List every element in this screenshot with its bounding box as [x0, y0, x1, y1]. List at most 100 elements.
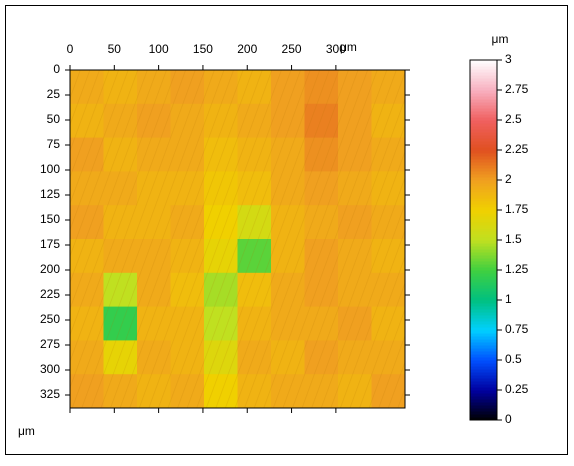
texture: [70, 70, 405, 408]
colorbar-slice: [470, 411, 497, 415]
colorbar-slice: [470, 372, 497, 376]
y-tick-label: 275: [40, 337, 60, 351]
colorbar-slice: [470, 129, 497, 133]
y-axis-label: μm: [18, 424, 35, 438]
colorbar-slice: [470, 183, 497, 187]
colorbar-slice: [470, 378, 497, 382]
colorbar-slice: [470, 180, 497, 184]
colorbar-slice: [470, 213, 497, 217]
colorbar-slice: [470, 375, 497, 379]
colorbar-slice: [470, 381, 497, 385]
colorbar-slice: [470, 237, 497, 241]
colorbar-slice: [470, 333, 497, 337]
colorbar-slice: [470, 186, 497, 190]
colorbar-slice: [470, 252, 497, 256]
colorbar-slice: [470, 309, 497, 313]
x-tick-label: 0: [67, 42, 74, 56]
colorbar-slice: [470, 354, 497, 358]
y-tick-label: 150: [40, 212, 60, 226]
colorbar-slice: [470, 327, 497, 331]
colorbar-slice: [470, 132, 497, 136]
colorbar-tick-label: 2.75: [505, 82, 529, 96]
colorbar-slice: [470, 168, 497, 172]
colorbar-slice: [470, 390, 497, 394]
colorbar-tick-label: 3: [505, 52, 512, 66]
colorbar-slice: [470, 405, 497, 409]
colorbar-tick-label: 0.5: [505, 352, 522, 366]
colorbar-slice: [470, 285, 497, 289]
colorbar-slice: [470, 162, 497, 166]
colorbar-slice: [470, 153, 497, 157]
colorbar-slice: [470, 231, 497, 235]
colorbar-slice: [470, 303, 497, 307]
colorbar-slice: [470, 195, 497, 199]
colorbar-slice: [470, 90, 497, 94]
colorbar-slice: [470, 324, 497, 328]
colorbar-slice: [470, 282, 497, 286]
x-axis-label: μm: [340, 40, 357, 54]
colorbar-slice: [470, 318, 497, 322]
colorbar-slice: [470, 177, 497, 181]
colorbar-slice: [470, 192, 497, 196]
colorbar-slice: [470, 81, 497, 85]
colorbar-slice: [470, 357, 497, 361]
y-tick-label: 200: [40, 262, 60, 276]
colorbar-slice: [470, 342, 497, 346]
y-tick-label: 300: [40, 362, 60, 376]
y-tick-label: 75: [47, 137, 61, 151]
colorbar-slice: [470, 387, 497, 391]
colorbar-slice: [470, 87, 497, 91]
colorbar-slice: [470, 159, 497, 163]
colorbar-slice: [470, 366, 497, 370]
colorbar-slice: [470, 198, 497, 202]
colorbar-slice: [470, 312, 497, 316]
colorbar-slice: [470, 60, 497, 64]
colorbar-tick-label: 1.75: [505, 202, 529, 216]
colorbar-slice: [470, 330, 497, 334]
colorbar-slice: [470, 78, 497, 82]
y-tick-label: 225: [40, 287, 60, 301]
colorbar-slice: [470, 402, 497, 406]
colorbar-slice: [470, 336, 497, 340]
x-tick-label: 50: [108, 42, 122, 56]
colorbar-slice: [470, 339, 497, 343]
colorbar-slice: [470, 117, 497, 121]
colorbar-slice: [470, 294, 497, 298]
colorbar-slice: [470, 189, 497, 193]
colorbar-slice: [470, 99, 497, 103]
colorbar-slice: [470, 255, 497, 259]
colorbar-slice: [470, 156, 497, 160]
colorbar-slice: [470, 93, 497, 97]
colorbar-slice: [470, 108, 497, 112]
colorbar-slice: [470, 207, 497, 211]
colorbar-slice: [470, 135, 497, 139]
colorbar-tick-label: 1: [505, 292, 512, 306]
colorbar-label: μm: [492, 32, 509, 46]
x-tick-label: 100: [149, 42, 169, 56]
colorbar-slice: [470, 102, 497, 106]
colorbar-slice: [470, 315, 497, 319]
colorbar-tick-label: 2: [505, 172, 512, 186]
colorbar-slice: [470, 393, 497, 397]
colorbar-slice: [470, 261, 497, 265]
colorbar-slice: [470, 66, 497, 70]
x-tick-label: 200: [237, 42, 257, 56]
colorbar-slice: [470, 225, 497, 229]
x-tick-label: 300: [326, 42, 346, 56]
colorbar-slice: [470, 417, 497, 421]
x-tick-label: 250: [282, 42, 302, 56]
colorbar-slice: [470, 165, 497, 169]
y-tick-label: 325: [40, 387, 60, 401]
colorbar-slice: [470, 396, 497, 400]
colorbar-slice: [470, 105, 497, 109]
colorbar-slice: [470, 138, 497, 142]
colorbar-slice: [470, 69, 497, 73]
colorbar-slice: [470, 228, 497, 232]
colorbar-tick-label: 2.5: [505, 112, 522, 126]
colorbar-slice: [470, 63, 497, 67]
colorbar-slice: [470, 249, 497, 253]
colorbar-slice: [470, 75, 497, 79]
y-tick-label: 175: [40, 237, 60, 251]
colorbar-slice: [470, 246, 497, 250]
